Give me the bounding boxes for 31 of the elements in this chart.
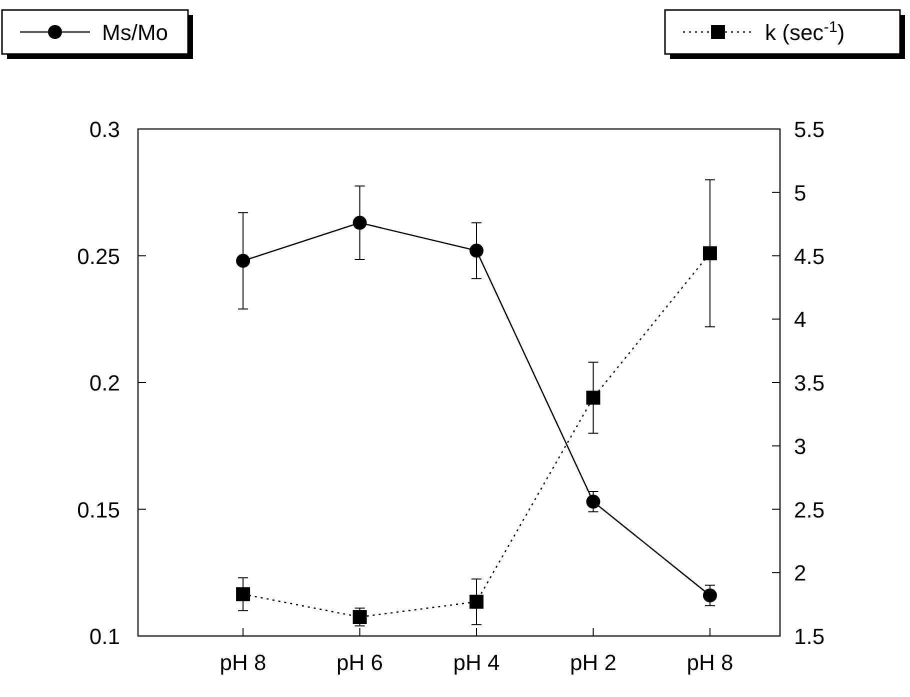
x-tick-label: pH 2	[570, 650, 616, 675]
point	[236, 587, 250, 602]
y2-tick-label: 4.5	[794, 244, 825, 269]
point	[236, 254, 250, 268]
legend-label: Ms/Mo	[102, 20, 168, 45]
y2-tick-label: 3	[794, 434, 806, 459]
y2-tick-label: 5.5	[794, 117, 825, 142]
y-tick-label: 0.3	[89, 117, 120, 142]
y-tick-label: 0.15	[77, 497, 120, 522]
x-tick-label: pH 8	[686, 650, 734, 675]
point	[702, 246, 717, 260]
y2-tick-label: 5	[794, 180, 806, 206]
point	[470, 594, 484, 609]
x-tick-label: pH 6	[336, 650, 384, 675]
y2-tick-label: 1.5	[794, 624, 825, 649]
point	[586, 390, 600, 405]
y-tick-label: 0.2	[89, 370, 120, 396]
x-tick-label: pH 8	[220, 650, 266, 675]
x-tick-label: pH 4	[453, 650, 500, 675]
y2-tick-label: 4	[794, 307, 806, 332]
point	[470, 244, 484, 258]
y2-tick-label: 2	[794, 560, 806, 586]
legend-label: k (sec$^{-1}$)	[765, 18, 845, 45]
point	[352, 610, 367, 624]
point	[586, 494, 600, 509]
point	[352, 216, 367, 230]
y2-tick-label: 2.5	[794, 497, 825, 522]
point	[702, 588, 717, 602]
y-tick-label: 0.25	[77, 244, 120, 269]
y-tick-label: 0.1	[89, 624, 120, 649]
y2-tick-label: 3.5	[794, 370, 825, 396]
